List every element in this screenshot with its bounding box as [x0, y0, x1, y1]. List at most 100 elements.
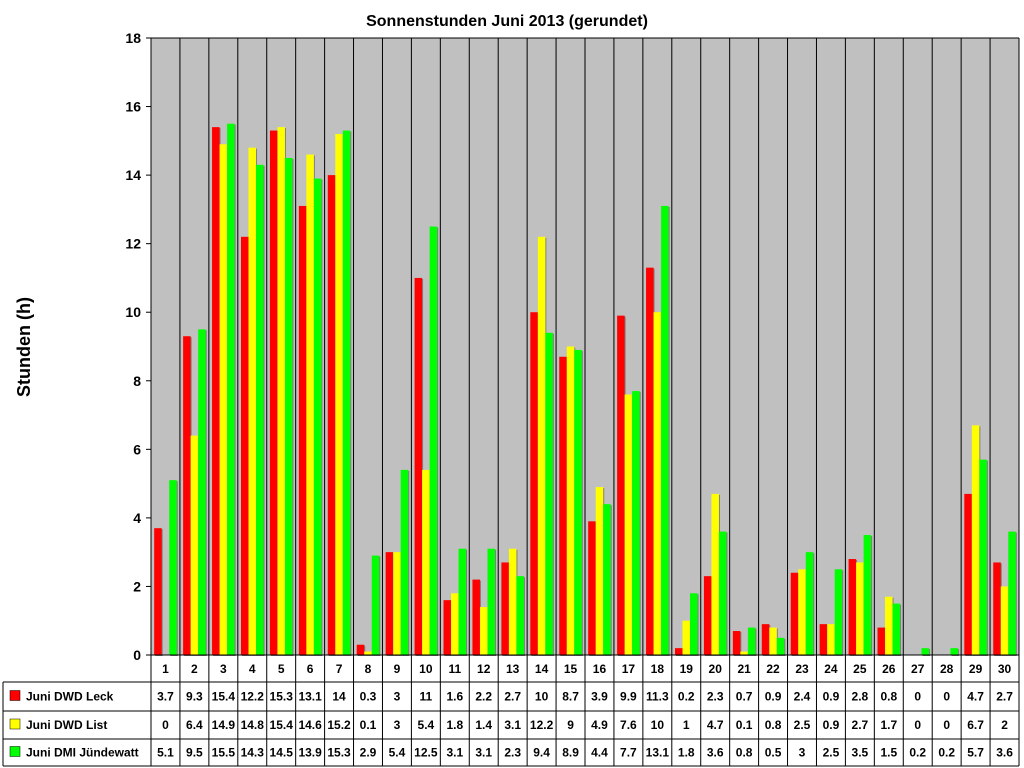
bars-layer	[154, 123, 1017, 657]
legend-key	[9, 718, 21, 730]
data-label: 9.5	[186, 746, 203, 760]
bar	[356, 644, 365, 655]
category-label: 18	[651, 662, 665, 676]
data-label: 4.4	[591, 746, 608, 760]
bar	[472, 579, 480, 655]
category-label: 2	[191, 662, 198, 676]
bar	[298, 205, 307, 655]
category-label: 16	[593, 662, 607, 676]
data-label: 3.5	[852, 746, 869, 760]
data-label: 1	[683, 718, 690, 732]
category-label: 3	[220, 662, 227, 676]
bar	[819, 624, 828, 655]
data-label: 5.4	[418, 718, 435, 732]
data-label: 0.1	[736, 718, 753, 732]
data-label: 0.2	[678, 690, 695, 704]
bar	[624, 394, 633, 655]
category-label: 12	[477, 662, 491, 676]
category-label: 7	[336, 662, 343, 676]
data-label: 5.4	[389, 746, 406, 760]
data-label: 2	[1001, 718, 1008, 732]
data-label: 3.9	[591, 690, 608, 704]
category-label: 27	[911, 662, 925, 676]
data-label: 2.5	[823, 746, 840, 760]
bar	[856, 562, 864, 655]
bar	[327, 175, 336, 655]
bar	[277, 127, 285, 656]
data-label: 1.7	[880, 718, 897, 732]
category-label: 21	[737, 662, 751, 676]
category-label: 15	[564, 662, 578, 676]
y-tick-label: 10	[125, 304, 141, 320]
grid-layer	[179, 38, 991, 655]
data-label: 0.8	[736, 746, 753, 760]
bar	[212, 127, 220, 656]
category-label: 19	[680, 662, 694, 676]
data-label: 14.5	[270, 746, 294, 760]
data-label: 0.9	[765, 690, 782, 704]
data-label: 1.6	[446, 690, 463, 704]
bar	[776, 637, 785, 655]
legend-key	[9, 690, 21, 701]
bar	[429, 226, 438, 655]
bar	[487, 548, 496, 655]
data-label: 10	[535, 690, 549, 704]
data-label: 3	[394, 690, 401, 704]
category-label: 10	[419, 662, 433, 676]
data-label: 15.4	[270, 718, 294, 732]
data-label: 0	[914, 718, 921, 732]
bar	[993, 562, 1001, 655]
bar	[443, 600, 452, 655]
data-label: 12.2	[530, 718, 554, 732]
y-tick-label: 2	[133, 578, 141, 594]
bar	[240, 236, 249, 656]
data-label: 0.2	[909, 746, 926, 760]
bar	[516, 576, 524, 655]
bar	[1008, 531, 1016, 655]
data-label: 9.4	[533, 746, 550, 760]
bar	[603, 504, 611, 655]
data-label: 6.7	[967, 718, 984, 732]
bar	[422, 469, 430, 655]
bar	[863, 535, 872, 655]
bar	[574, 349, 582, 655]
data-label: 12.5	[414, 746, 438, 760]
bar	[183, 336, 191, 655]
bar	[508, 548, 517, 655]
data-label: 3.6	[996, 746, 1013, 760]
category-label: 5	[278, 662, 285, 676]
data-label: 14.6	[298, 718, 322, 732]
category-label: 14	[535, 662, 549, 676]
bar	[661, 205, 669, 655]
bar	[769, 627, 777, 655]
data-label: 9	[567, 718, 574, 732]
data-label: 10	[651, 718, 665, 732]
category-label: 8	[365, 662, 372, 676]
y-tick-label: 6	[133, 441, 141, 457]
y-tick-label: 16	[125, 99, 141, 115]
data-label: 2.9	[360, 746, 377, 760]
bar	[393, 552, 401, 655]
data-label: 2.4	[794, 690, 811, 704]
bar	[971, 425, 980, 655]
data-label: 0.2	[938, 746, 955, 760]
data-label: 15.5	[212, 746, 236, 760]
category-label: 22	[766, 662, 780, 676]
data-label: 1.8	[678, 746, 695, 760]
bar	[335, 133, 343, 655]
data-label: 3	[799, 746, 806, 760]
data-label: 7.7	[620, 746, 637, 760]
bar	[479, 607, 488, 655]
category-label: 20	[709, 662, 723, 676]
data-label: 1.8	[446, 718, 463, 732]
category-label: 28	[940, 662, 954, 676]
bar	[313, 178, 322, 656]
data-label: 0.8	[765, 718, 782, 732]
data-label: 11.3	[646, 690, 669, 704]
bar	[537, 236, 546, 656]
data-label: 6.4	[186, 718, 203, 732]
data-label: 2.3	[707, 690, 724, 704]
legend-key	[9, 746, 21, 757]
bar	[248, 147, 257, 655]
data-label: 9.9	[620, 690, 637, 704]
